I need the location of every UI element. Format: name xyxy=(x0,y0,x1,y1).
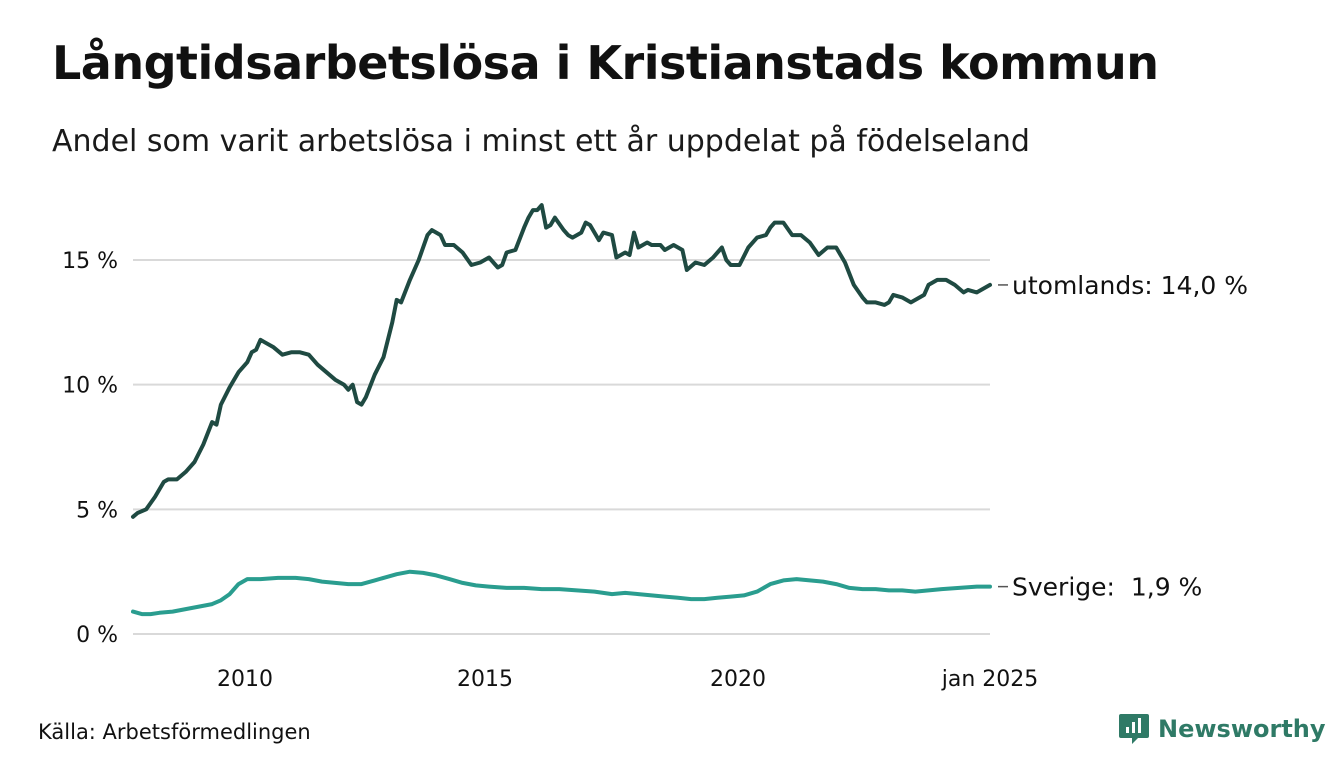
x-tick-label: 2010 xyxy=(217,667,273,692)
chart-subtitle: Andel som varit arbetslösa i minst ett å… xyxy=(52,124,1030,159)
x-axis-ticks: 2010 2015 2020 jan 2025 xyxy=(217,667,1038,692)
y-tick-label: 10 % xyxy=(62,374,118,399)
y-tick-label: 15 % xyxy=(62,249,118,274)
y-tick-label: 0 % xyxy=(76,623,118,648)
chart-title: Långtidsarbetslösa i Kristianstads kommu… xyxy=(52,36,1159,90)
x-tick-label: jan 2025 xyxy=(941,667,1039,692)
x-tick-label: 2015 xyxy=(457,667,513,692)
brand-name: Newsworthy xyxy=(1158,715,1326,743)
grid-lines xyxy=(133,259,990,635)
y-axis-ticks: 0 % 5 % 10 % 15 % xyxy=(62,249,118,648)
newsworthy-logo-icon xyxy=(1119,714,1149,744)
series-line-utomlands xyxy=(131,203,992,519)
y-tick-label: 5 % xyxy=(76,498,118,523)
series-group xyxy=(131,203,992,617)
source-note: Källa: Arbetsförmedlingen xyxy=(38,720,311,744)
end-label-sverige: Sverige: 1,9 % xyxy=(1012,573,1202,602)
series-line-sverige xyxy=(131,569,992,617)
end-label-utomlands: utomlands: 14,0 % xyxy=(1012,271,1248,300)
x-tick-label: 2020 xyxy=(710,667,766,692)
end-labels: utomlands: 14,0 % Sverige: 1,9 % xyxy=(998,271,1248,602)
brand-logo: Newsworthy xyxy=(1118,712,1326,746)
